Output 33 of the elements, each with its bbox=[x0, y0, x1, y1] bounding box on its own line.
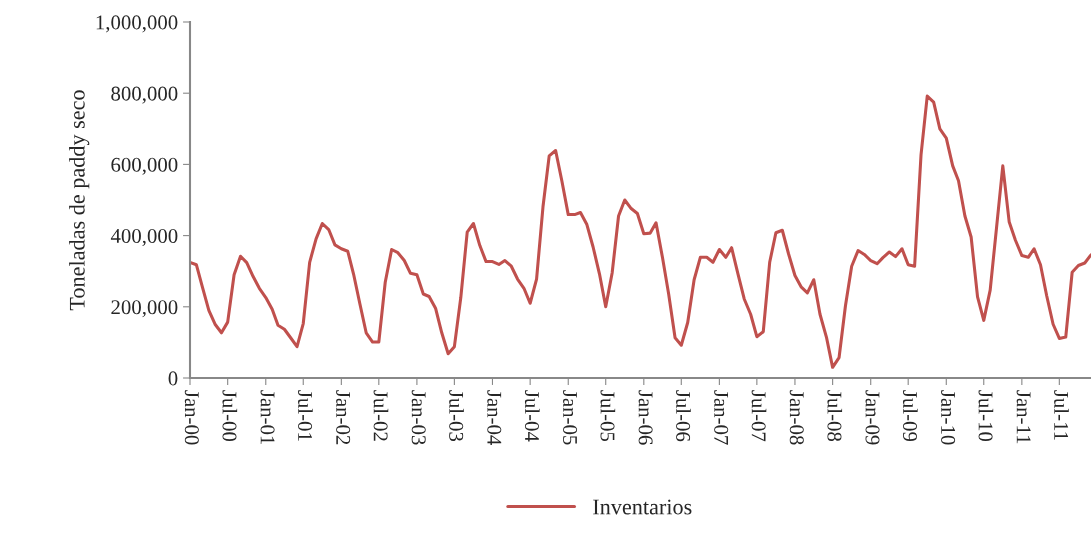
x-tick-label: Jul-05 bbox=[600, 390, 616, 442]
y-tick-label: 800,000 bbox=[111, 86, 178, 104]
x-tick-label: Jan-10 bbox=[941, 390, 956, 445]
x-tick-label: Jul-09 bbox=[902, 390, 918, 442]
x-tick-label: Jul-00 bbox=[222, 390, 238, 442]
x-tick-label: Jan-00 bbox=[184, 390, 199, 445]
y-tick-label: 0 bbox=[168, 371, 178, 386]
x-tick-label: Jul-06 bbox=[676, 390, 691, 442]
x-tick-label: Jul-08 bbox=[827, 390, 843, 442]
x-tick-label: Jan-03 bbox=[411, 390, 426, 445]
x-tick-label: Jan-11 bbox=[1016, 390, 1031, 444]
x-tick-label: Jul-07 bbox=[751, 390, 767, 442]
x-tick-label: Jan-08 bbox=[789, 390, 804, 445]
x-tick-label: Jan-06 bbox=[638, 390, 653, 445]
x-tick-label: Jan-09 bbox=[865, 390, 880, 445]
line-series bbox=[190, 94, 1091, 369]
y-tick-label: 1,000,000 bbox=[96, 15, 178, 33]
x-tick-label: Jul-11 bbox=[1054, 390, 1069, 440]
x-tick-label: Jan-04 bbox=[487, 390, 502, 446]
x-tick-label: Jan-01 bbox=[260, 390, 275, 445]
x-tick-label: Jul-02 bbox=[373, 390, 389, 441]
x-tick-label: Jul-01 bbox=[298, 390, 313, 441]
y-tick-label: 400,000 bbox=[110, 228, 178, 247]
legend-label: Inventarios bbox=[593, 499, 692, 515]
x-tick-label: Jul-04 bbox=[524, 390, 540, 442]
y-tick-label: 200,000 bbox=[111, 300, 178, 318]
y-tick-label: 600,000 bbox=[111, 157, 178, 175]
y-axis-title: Toneladas de paddy seco bbox=[69, 90, 90, 311]
x-tick-label: Jan-02 bbox=[336, 390, 351, 445]
x-tick-label: Jul-10 bbox=[978, 390, 994, 442]
x-tick-label: Jul-03 bbox=[449, 390, 464, 442]
x-tick-label: Jan-07 bbox=[714, 390, 729, 445]
x-tick-label: Jan-05 bbox=[563, 390, 578, 445]
